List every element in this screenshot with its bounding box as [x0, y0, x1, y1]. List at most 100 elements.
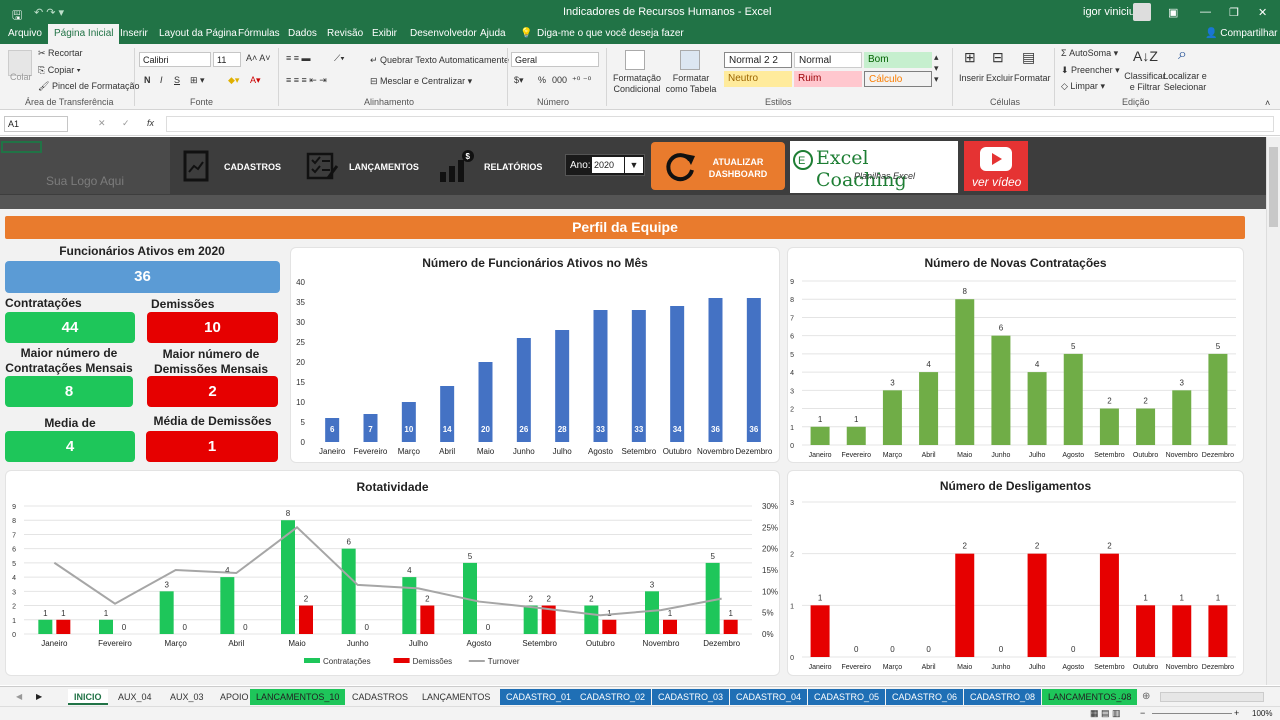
conditional-format-button[interactable]: Formatação Condicional	[612, 73, 662, 94]
bold-button[interactable]: N	[144, 75, 151, 85]
add-sheet-icon[interactable]: ⊕	[1142, 691, 1151, 702]
undo-icon[interactable]: ↶ ↷ ▾	[34, 7, 65, 19]
delete-button[interactable]: Excluir	[986, 73, 1014, 83]
format-painter-button[interactable]: 🖌 Pincel de Formatação	[38, 81, 140, 91]
fill-button[interactable]: ⬇ Preencher ▾	[1061, 65, 1120, 75]
font-color-icon[interactable]: A▾	[250, 75, 261, 85]
name-box[interactable]: A1	[4, 116, 68, 132]
find-select-button[interactable]: Localizar e Selecionar	[1163, 71, 1207, 92]
sheet-tab-cadastro_06[interactable]: CADASTRO_06	[886, 689, 964, 705]
tab-desenvolvedor[interactable]: Desenvolvedor	[410, 28, 477, 39]
orientation-icon[interactable]: ⟋▾	[334, 53, 345, 63]
year-value[interactable]: 2020	[592, 157, 624, 173]
enter-icon[interactable]: ✓	[122, 118, 130, 128]
sheet-tab-lancamentos_08[interactable]: LANCAMENTOS_08	[1042, 689, 1138, 705]
autosum-button[interactable]: Σ AutoSoma ▾	[1061, 48, 1119, 58]
horizontal-scrollbar[interactable]	[1160, 692, 1264, 702]
sheet-tab-cadastro_08[interactable]: CADASTRO_08	[964, 689, 1042, 705]
share-button[interactable]: 👤 Compartilhar	[1205, 28, 1278, 39]
save-icon[interactable]: 🖫	[12, 8, 23, 22]
tab-pagina-inicial[interactable]: Página Inicial	[48, 24, 120, 44]
italic-button[interactable]: I	[160, 75, 163, 85]
insert-button[interactable]: Inserir	[959, 73, 985, 83]
user-name[interactable]: igor vinicius	[1083, 6, 1141, 18]
chevron-down-icon[interactable]: ▼	[625, 157, 643, 173]
style-neutro[interactable]: Neutro	[724, 71, 792, 87]
sheet-tab-lançamentos[interactable]: LANÇAMENTOS	[422, 692, 491, 702]
sheet-tab-aux_04[interactable]: AUX_04	[118, 692, 152, 702]
vertical-scrollbar[interactable]	[1266, 137, 1280, 685]
sheet-tab-cadastro_04[interactable]: CADASTRO_04	[730, 689, 808, 705]
brand-logo[interactable]: E Excel Coaching Planilhas Excel	[790, 141, 958, 193]
currency-icon[interactable]: $▾	[514, 75, 524, 85]
style-bom[interactable]: Bom	[864, 52, 932, 68]
number-format-select[interactable]: Geral	[511, 52, 599, 67]
font-size-select[interactable]: 11	[213, 52, 241, 67]
border-icon[interactable]: ⊞ ▾	[190, 75, 205, 85]
restore-icon[interactable]: ❐	[1229, 7, 1239, 19]
sheet-tab-apoio[interactable]: APOIO	[220, 692, 249, 702]
wrap-text-button[interactable]: ↵ Quebrar Texto Automaticamente	[370, 55, 509, 65]
font-name-select[interactable]: Calibri	[139, 52, 211, 67]
sheet-tab-cadastro_05[interactable]: CADASTRO_05	[808, 689, 886, 705]
tab-ajuda[interactable]: Ajuda	[480, 28, 506, 39]
tab-dados[interactable]: Dados	[288, 28, 317, 39]
sheet-tab-inicio[interactable]: INICIO	[68, 689, 108, 705]
minimize-icon[interactable]: —	[1200, 6, 1211, 18]
fill-color-icon[interactable]: ◆▾	[228, 75, 240, 85]
style-normal[interactable]: Normal	[794, 52, 862, 68]
tab-formulas[interactable]: Fórmulas	[238, 28, 280, 39]
formula-input[interactable]	[166, 116, 1274, 132]
tab-revisao[interactable]: Revisão	[327, 28, 364, 39]
sheet-tab-aux_03[interactable]: AUX_03	[170, 692, 204, 702]
tab-exibir[interactable]: Exibir	[372, 28, 398, 39]
tab-inserir[interactable]: Inserir	[120, 28, 148, 39]
more-sheets-icon[interactable]: ...	[1118, 691, 1126, 701]
fx-button[interactable]: fx	[147, 118, 155, 128]
zoom-level[interactable]: 100%	[1252, 709, 1273, 718]
watch-video-button[interactable]: ver vídeo	[964, 141, 1028, 191]
tell-me-input[interactable]: Diga-me o que você deseja fazer	[537, 28, 684, 39]
clear-button[interactable]: ◇ Limpar ▾	[1061, 81, 1105, 91]
sort-filter-button[interactable]: Classificar e Filtrar	[1124, 71, 1166, 92]
sheet-tab-lancamentos_10[interactable]: LANCAMENTOS_10	[250, 689, 346, 705]
close-icon[interactable]: ✕	[1258, 7, 1268, 19]
sheet-tab-cadastros[interactable]: CADASTROS	[352, 692, 409, 702]
style-ruim[interactable]: Ruim	[794, 71, 862, 87]
zoom-in-icon[interactable]: +	[1234, 708, 1240, 718]
zoom-out-icon[interactable]: −	[1140, 708, 1146, 718]
tab-arquivo[interactable]: Arquivo	[8, 28, 42, 39]
cancel-icon[interactable]: ✕	[98, 118, 106, 128]
cut-button[interactable]: ✂ Recortar	[38, 48, 83, 58]
avatar[interactable]	[1133, 3, 1151, 21]
bar	[402, 577, 417, 634]
next-sheet-icon[interactable]: ▶	[36, 692, 43, 701]
collapse-ribbon-icon[interactable]: ˄	[1265, 98, 1271, 108]
style-calculo[interactable]: Cálculo	[864, 71, 932, 87]
sheet-tab-cadastro_03[interactable]: CADASTRO_03	[652, 689, 730, 705]
styles-scroll-icon[interactable]: ▴ ▾ ▾	[934, 52, 939, 84]
copy-button[interactable]: ⎘ Copiar ▾	[38, 65, 81, 75]
refresh-dashboard-button[interactable]: ATUALIZAR DASHBOARD	[651, 142, 785, 190]
style-normal-2-2[interactable]: Normal 2 2	[724, 52, 792, 68]
prev-sheet-icon[interactable]: ◀	[16, 692, 23, 701]
zoom-slider[interactable]	[1152, 713, 1232, 714]
align-top-icon[interactable]: ≡ ≡ ▬	[286, 53, 311, 63]
ribbon-display-icon[interactable]: ▣	[1168, 7, 1179, 19]
underline-button[interactable]: S	[174, 75, 181, 85]
format-button[interactable]: Formatar	[1014, 73, 1051, 83]
scroll-thumb[interactable]	[1269, 147, 1278, 227]
sheet-tab-cadastro_01[interactable]: CADASTRO_01	[500, 689, 578, 705]
paste-button[interactable]: Colar	[10, 72, 32, 82]
decimal-icon[interactable]: ⁺⁰ ⁻⁰	[572, 75, 592, 85]
format-table-button[interactable]: Formatar como Tabela	[665, 73, 717, 94]
tab-layout[interactable]: Layout da Página	[159, 28, 237, 39]
thousands-button[interactable]: 000	[552, 75, 568, 85]
sheet-tab-cadastro_02[interactable]: CADASTRO_02	[574, 689, 652, 705]
selected-cell[interactable]	[1, 141, 42, 153]
align-left-icon[interactable]: ≡ ≡ ≡ ⇤ ⇥	[286, 75, 327, 85]
font-grow-icon[interactable]: A˄ A˅	[246, 53, 271, 63]
merge-center-button[interactable]: ⊟ Mesclar e Centralizar ▾	[370, 76, 473, 86]
percent-button[interactable]: %	[538, 75, 547, 85]
normal-view-icon[interactable]: ▦ ▤ ▥	[1090, 708, 1121, 718]
